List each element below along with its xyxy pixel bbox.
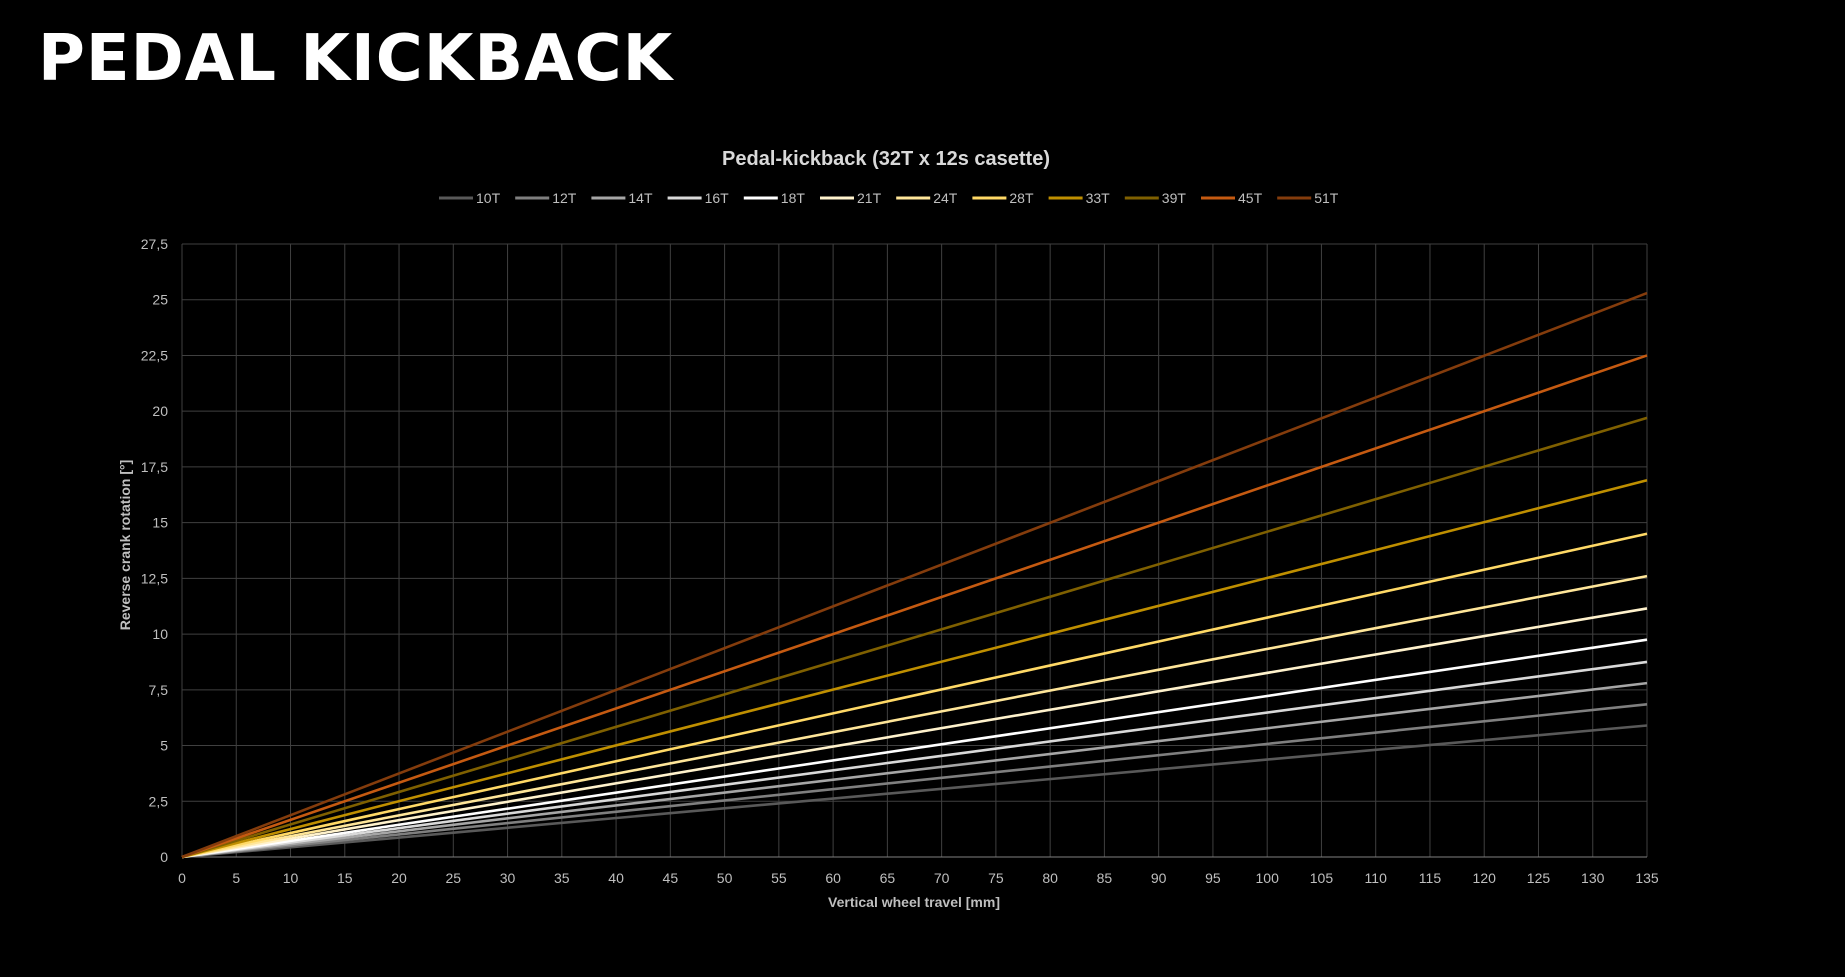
x-tick-label: 5 <box>232 870 240 886</box>
x-tick-label: 100 <box>1256 870 1280 886</box>
y-tick-label: 22,5 <box>141 347 168 363</box>
chart-legend: 10T 12T 14T 16T 18T 21T 24T 28T 33T 39T 45T 51T <box>439 190 1339 206</box>
legend-label-21T: 21T <box>857 190 882 206</box>
series-line-10T <box>181 724 1648 859</box>
x-tick-label: 115 <box>1419 870 1442 886</box>
x-tick-label: 20 <box>391 870 407 886</box>
series-line-39T <box>181 416 1648 859</box>
y-tick-label: 20 <box>152 403 168 419</box>
x-axis-title: Vertical wheel travel [mm] <box>828 894 1000 910</box>
legend-label-18T: 18T <box>781 190 806 206</box>
x-tick-label: 120 <box>1473 870 1497 886</box>
y-tick-label: 15 <box>152 515 168 531</box>
x-tick-label: 10 <box>283 870 299 886</box>
chart-title: Pedal-kickback (32T x 12s casette) <box>722 148 1050 170</box>
y-tick-label: 7,5 <box>149 682 169 698</box>
x-tick-label: 15 <box>337 870 353 886</box>
legend-label-14T: 14T <box>628 190 653 206</box>
series-line-45T <box>181 354 1648 859</box>
x-tick-label: 30 <box>500 870 516 886</box>
chart-grid <box>181 243 1648 858</box>
y-tick-label: 12,5 <box>141 570 168 586</box>
x-tick-label: 80 <box>1042 870 1058 886</box>
x-tick-label: 40 <box>608 870 624 886</box>
series-line-24T <box>181 574 1648 859</box>
series-line-33T <box>181 479 1648 859</box>
series-line-28T <box>181 532 1648 859</box>
page-title: PEDAL KICKBACK <box>38 22 674 96</box>
legend-label-39T: 39T <box>1162 190 1187 206</box>
legend-label-51T: 51T <box>1314 190 1339 206</box>
legend-label-12T: 12T <box>552 190 577 206</box>
x-tick-label: 25 <box>446 870 462 886</box>
x-tick-label: 60 <box>825 870 841 886</box>
x-tick-label: 75 <box>988 870 1004 886</box>
y-tick-label: 17,5 <box>141 459 168 475</box>
series-line-12T <box>181 703 1648 859</box>
legend-label-33T: 33T <box>1086 190 1111 206</box>
x-axis-ticks: 0 5 10 15 20 25 30 35 40 45 50 55 60 65 70 75 80 85 90 95 10… <box>178 870 1659 886</box>
y-tick-label: 25 <box>152 292 168 308</box>
x-tick-label: 55 <box>771 870 787 886</box>
series-line-51T <box>181 291 1648 859</box>
y-tick-label: 10 <box>152 626 168 642</box>
y-axis-title: Reverse crank rotation [°] <box>117 460 133 631</box>
legend-label-24T: 24T <box>933 190 958 206</box>
series-line-16T <box>181 660 1648 859</box>
x-tick-label: 110 <box>1365 870 1388 886</box>
x-tick-label: 90 <box>1151 870 1167 886</box>
x-tick-label: 70 <box>934 870 950 886</box>
legend-label-28T: 28T <box>1009 190 1034 206</box>
y-axis-ticks: 0 2,5 5 7,5 10 12,5 15 17,5 20 22,5 25 27,5 <box>141 236 168 865</box>
chart-series <box>181 291 1648 859</box>
series-line-18T <box>181 638 1648 859</box>
x-tick-label: 45 <box>663 870 679 886</box>
x-tick-label: 95 <box>1205 870 1221 886</box>
x-tick-label: 130 <box>1581 870 1605 886</box>
series-line-21T <box>181 607 1648 859</box>
legend-label-45T: 45T <box>1238 190 1263 206</box>
y-tick-label: 27,5 <box>141 236 168 252</box>
x-tick-label: 135 <box>1635 870 1659 886</box>
series-line-14T <box>181 681 1648 859</box>
y-tick-label: 0 <box>160 849 168 865</box>
x-tick-label: 0 <box>178 870 186 886</box>
legend-label-10T: 10T <box>476 190 501 206</box>
y-tick-label: 2,5 <box>149 793 169 809</box>
y-tick-label: 5 <box>160 738 168 754</box>
x-tick-label: 105 <box>1310 870 1334 886</box>
x-tick-label: 125 <box>1527 870 1551 886</box>
legend-label-16T: 16T <box>705 190 730 206</box>
x-tick-label: 85 <box>1097 870 1113 886</box>
x-tick-label: 35 <box>554 870 570 886</box>
x-tick-label: 65 <box>880 870 896 886</box>
x-tick-label: 50 <box>717 870 733 886</box>
